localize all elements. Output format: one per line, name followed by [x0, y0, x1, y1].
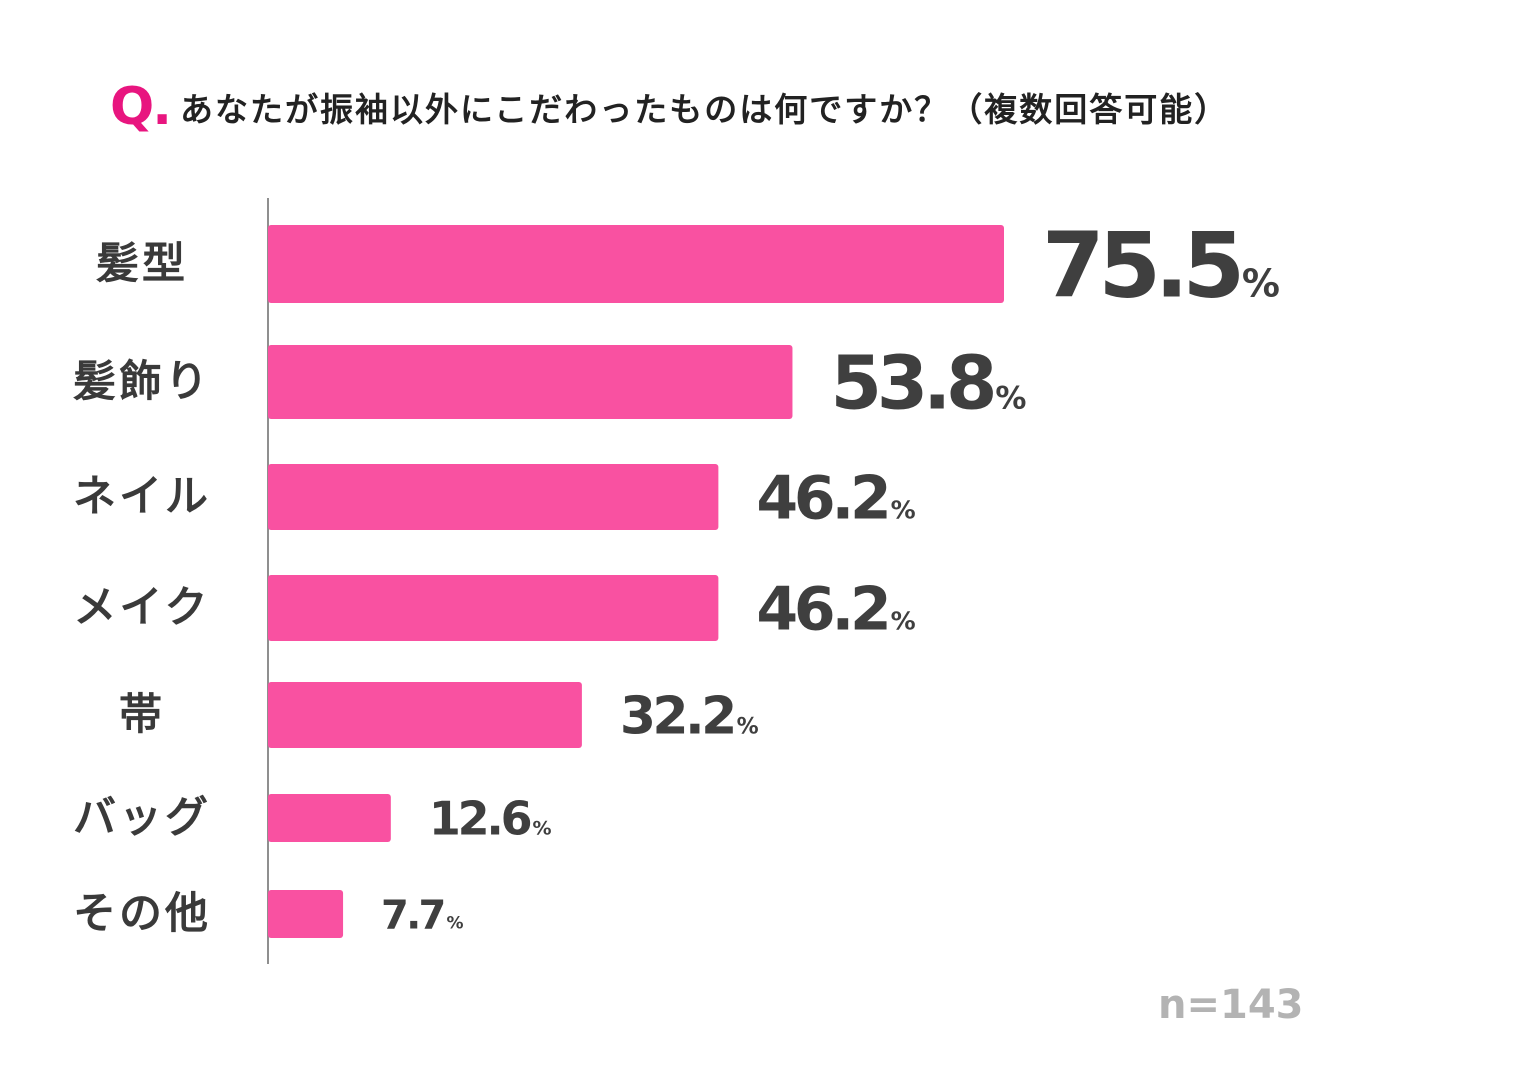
data-label: 32.2% [620, 687, 759, 747]
data-label-unit: % [447, 913, 464, 933]
category-label: その他 [73, 889, 211, 939]
data-label-unit: % [532, 818, 551, 840]
data-label: 53.8% [830, 341, 1026, 427]
sample-size-label: n=143 [1158, 982, 1304, 1028]
data-label: 7.7% [381, 892, 464, 938]
data-label: 75.5% [1042, 213, 1280, 318]
chart-title: Q. あなたが振袖以外にこだわったものは何ですか？（複数回答可能） [110, 72, 1229, 142]
data-label-value: 53.8 [830, 341, 993, 427]
category-label: メイク [73, 583, 210, 633]
data-label: 12.6% [429, 792, 552, 846]
bar [268, 575, 719, 641]
data-label-unit: % [891, 607, 916, 636]
question-text: あなたが振袖以外にこだわったものは何ですか？（複数回答可能） [179, 90, 1230, 129]
bar [268, 225, 1004, 303]
data-label-unit: % [737, 715, 759, 740]
data-label-value: 32.2 [620, 687, 734, 747]
data-label-value: 12.6 [429, 792, 531, 846]
data-label-unit: % [891, 496, 916, 525]
bar [268, 345, 793, 419]
question-mark-prefix: Q. [110, 77, 172, 137]
category-label: 帯 [119, 690, 165, 740]
category-label: 髪型 [96, 239, 188, 289]
data-label-value: 46.2 [756, 464, 887, 534]
category-label: 髪飾り [73, 357, 211, 407]
data-label-unit: % [1242, 261, 1280, 305]
category-label: ネイル [73, 472, 211, 522]
data-label-unit: % [995, 381, 1026, 417]
bar [268, 890, 344, 938]
data-label-value: 75.5 [1042, 213, 1240, 318]
bar [268, 682, 582, 748]
bar [268, 464, 719, 530]
data-label: 46.2% [756, 464, 915, 534]
data-label: 46.2% [756, 575, 915, 645]
category-label: バッグ [73, 793, 211, 843]
data-label-value: 7.7 [381, 892, 443, 938]
bars-layer: 髪型 75.5% 髪飾り 53.8% ネイル 46.2 % メイク 46.2 % 帯 32.2 % バッグ… [73, 213, 1280, 939]
bar [268, 794, 391, 842]
data-label-value: 46.2 [756, 575, 887, 645]
